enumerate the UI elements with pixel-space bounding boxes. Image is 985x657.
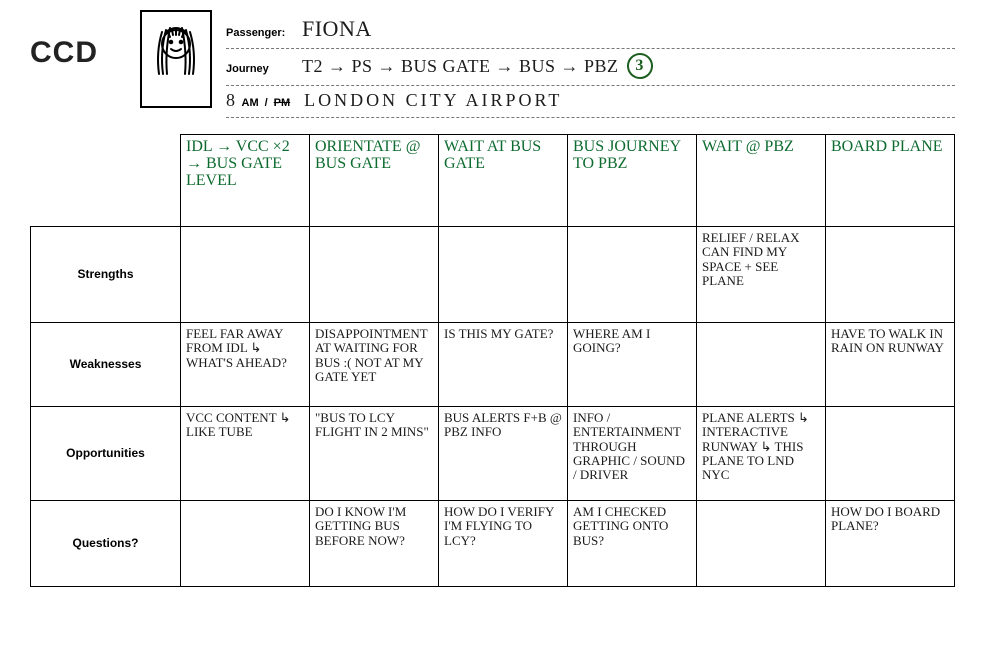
- cell: HAVE TO WALK IN RAIN ON RUNWAY: [831, 327, 949, 356]
- passenger-label: Passenger:: [226, 27, 290, 39]
- stage-4: BUS JOURNEY TO PBZ: [568, 135, 697, 227]
- journey-label: Journey: [226, 63, 290, 75]
- passenger-value: FIONA: [302, 16, 372, 42]
- destination-value: LONDON CITY AIRPORT: [304, 90, 562, 111]
- row-strengths-label: Strengths: [31, 227, 181, 323]
- passenger-row: Passenger: FIONA: [226, 12, 955, 49]
- avatar: [140, 10, 212, 108]
- corner-cell: [31, 135, 181, 227]
- ampm-slash: /: [265, 97, 268, 109]
- stage-2: ORIENTATE @ BUS GATE: [310, 135, 439, 227]
- time-prefix: 8: [226, 90, 236, 111]
- cell: DO I KNOW I'M GETTING BUS BEFORE NOW?: [315, 505, 433, 548]
- journey-value: T2 → PS → BUS GATE → BUS → PBZ 3: [302, 53, 653, 79]
- cell: WHERE AM I GOING?: [573, 327, 691, 356]
- destination-row: 8 AM / PM LONDON CITY AIRPORT: [226, 86, 955, 118]
- cell: DISAPPOINTMENT AT WAITING FOR BUS :( NOT…: [315, 327, 433, 384]
- cell: BUS ALERTS F+B @ PBZ INFO: [444, 411, 562, 440]
- row-weaknesses-label: Weaknesses: [31, 323, 181, 407]
- header: CCD: [30, 10, 955, 128]
- row-questions: Questions? DO I KNOW I'M GETTING BUS BEF…: [31, 501, 955, 587]
- cell: IS THIS MY GATE?: [444, 327, 562, 341]
- row-questions-label: Questions?: [31, 501, 181, 587]
- pm-label: PM: [274, 97, 291, 109]
- stage-header-row: IDL → VCC ×2 → BUS GATE LEVEL ORIENTATE …: [31, 135, 955, 227]
- stage-5: WAIT @ PBZ: [697, 135, 826, 227]
- logo: CCD: [30, 10, 126, 70]
- journey-worksheet: CCD: [0, 0, 985, 657]
- cell: RELIEF / RELAX CAN FIND MY SPACE + SEE P…: [702, 231, 820, 288]
- row-strengths: Strengths RELIEF / RELAX CAN FIND MY SPA…: [31, 227, 955, 323]
- cell: FEEL FAR AWAY FROM IDL ↳ WHAT'S AHEAD?: [186, 327, 304, 370]
- journey-text: T2 → PS → BUS GATE → BUS → PBZ: [302, 56, 619, 77]
- stage-3: WAIT AT BUS GATE: [439, 135, 568, 227]
- stage-6: BOARD PLANE: [826, 135, 955, 227]
- journey-grid: IDL → VCC ×2 → BUS GATE LEVEL ORIENTATE …: [30, 134, 955, 587]
- cell: VCC CONTENT ↳ LIKE TUBE: [186, 411, 304, 440]
- cell: "BUS TO LCY FLIGHT IN 2 MINS": [315, 411, 433, 440]
- journey-row: Journey T2 → PS → BUS GATE → BUS → PBZ 3: [226, 49, 955, 86]
- header-fields: Passenger: FIONA Journey T2 → PS → BUS G…: [226, 10, 955, 118]
- row-opportunities-label: Opportunities: [31, 407, 181, 501]
- cell: HOW DO I VERIFY I'M FLYING TO LCY?: [444, 505, 562, 548]
- cell: HOW DO I BOARD PLANE?: [831, 505, 949, 534]
- cell: INFO / ENTERTAINMENT THROUGH GRAPHIC / S…: [573, 411, 691, 482]
- cell: PLANE ALERTS ↳ INTERACTIVE RUNWAY ↳ THIS…: [702, 411, 820, 482]
- stage-1: IDL → VCC ×2 → BUS GATE LEVEL: [181, 135, 310, 227]
- cell: AM I CHECKED GETTING ONTO BUS?: [573, 505, 691, 548]
- avatar-doodle-icon: [148, 18, 204, 100]
- row-weaknesses: Weaknesses FEEL FAR AWAY FROM IDL ↳ WHAT…: [31, 323, 955, 407]
- journey-number-circle: 3: [627, 53, 653, 79]
- am-label: AM: [242, 97, 259, 109]
- row-opportunities: Opportunities VCC CONTENT ↳ LIKE TUBE "B…: [31, 407, 955, 501]
